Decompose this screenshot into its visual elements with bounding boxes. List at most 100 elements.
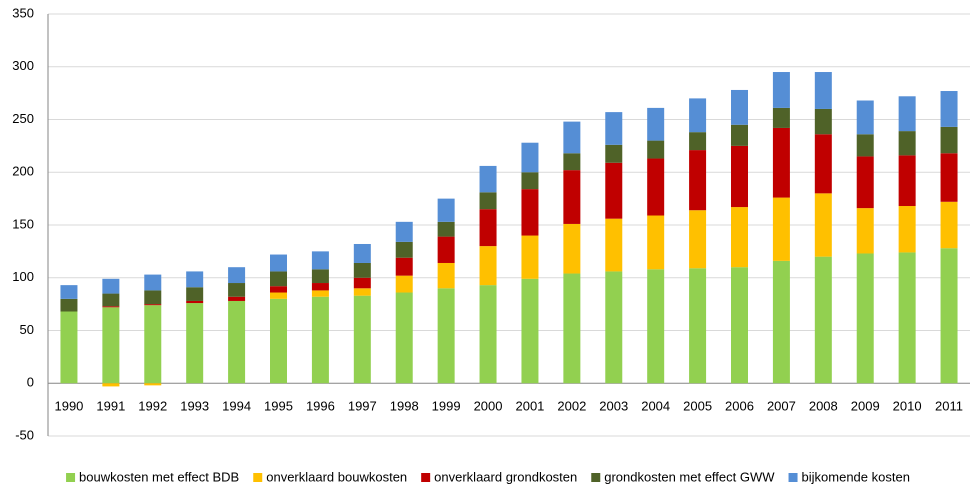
x-tick-label: 1995: [264, 399, 293, 414]
x-tick-label: 2005: [683, 399, 712, 414]
bar-segment: [311, 269, 329, 284]
bar-segment: [898, 252, 916, 384]
bar-segment: [898, 206, 916, 253]
bar-segment: [940, 201, 958, 249]
bar-segment: [479, 209, 497, 247]
x-tick-label: 2006: [725, 399, 754, 414]
y-tick-label: -50: [15, 427, 34, 442]
bar-segment: [521, 172, 539, 190]
x-tick-label: 1998: [390, 399, 419, 414]
bar-segment: [814, 256, 832, 384]
bar-segment: [186, 271, 204, 288]
bar-segment: [731, 267, 748, 384]
bar-segment: [437, 198, 455, 222]
x-tick-label: 2001: [515, 399, 544, 414]
bar-segment: [521, 142, 539, 173]
bar-segment: [731, 124, 748, 146]
bar-segment: [605, 144, 623, 163]
bar-segment: [940, 153, 958, 202]
bar-segment: [563, 223, 581, 274]
bar-segment: [689, 150, 707, 211]
bar-segment: [647, 158, 665, 216]
bar-segment: [731, 207, 748, 268]
bar-segment: [647, 215, 665, 270]
legend-swatch: [788, 473, 798, 482]
legend-label: bijkomende kosten: [802, 469, 910, 484]
x-tick-label: 2008: [809, 399, 838, 414]
bar-segment: [521, 278, 539, 384]
x-tick-label: 1990: [54, 399, 83, 414]
bar-segment: [689, 210, 707, 269]
bar-segment: [60, 298, 78, 312]
bar-segment: [521, 235, 539, 279]
bar-segment: [395, 221, 413, 242]
bar-segment: [144, 383, 162, 386]
y-tick-label: 150: [12, 216, 34, 231]
bar-segment: [772, 72, 790, 108]
legend-label: onverklaard grondkosten: [434, 469, 577, 484]
y-tick-label: 250: [12, 111, 34, 126]
bar-segment: [856, 100, 874, 135]
bar-segment: [186, 300, 204, 304]
legend-label: onverklaard bouwkosten: [266, 469, 407, 484]
bar-segment: [898, 155, 916, 207]
y-tick-label: 0: [27, 375, 34, 390]
bar-segment: [563, 170, 581, 224]
bar-segment: [605, 162, 623, 219]
bar-segment: [353, 277, 371, 289]
bar-segment: [395, 241, 413, 258]
bar-segment: [689, 132, 707, 151]
bar-segment: [144, 304, 162, 306]
bar-segment: [731, 145, 748, 208]
bar-segment: [353, 243, 371, 263]
legend-swatch: [66, 473, 76, 482]
bar-segment: [731, 89, 748, 125]
bar-segment: [479, 165, 497, 193]
bar-segment: [814, 108, 832, 135]
bar-segment: [898, 96, 916, 132]
bar-segment: [228, 300, 246, 384]
bar-segment: [186, 287, 204, 301]
bar-segment: [144, 305, 162, 384]
legend-swatch: [421, 473, 431, 482]
legend-swatch: [591, 473, 601, 482]
bar-segment: [689, 268, 707, 384]
bar-segment: [563, 121, 581, 154]
x-tick-label: 2011: [935, 399, 963, 414]
bar-segment: [270, 292, 287, 299]
bar-segment: [772, 260, 790, 384]
bar-segment: [437, 221, 455, 237]
y-tick-label: 350: [12, 5, 34, 20]
bar-segment: [647, 269, 665, 384]
bar-segment: [437, 288, 455, 384]
bar-segment: [814, 134, 832, 194]
bar-segment: [772, 127, 790, 198]
bar-segment: [521, 189, 539, 236]
bar-segment: [647, 107, 665, 141]
bar-segment: [940, 91, 958, 127]
bar-segment: [856, 134, 874, 157]
bar-segment: [395, 257, 413, 276]
y-tick-label: 50: [20, 322, 34, 337]
bar-segment: [898, 131, 916, 156]
bar-segment: [228, 267, 246, 284]
bar-segment: [144, 290, 162, 305]
bar-segment: [228, 296, 246, 301]
y-tick-label: 100: [12, 269, 34, 284]
x-tick-label: 1996: [306, 399, 335, 414]
bar-segment: [856, 253, 874, 384]
bar-segment: [605, 112, 623, 145]
legend-label: bouwkosten met effect BDB: [79, 469, 239, 484]
bar-segment: [479, 285, 497, 384]
bar-segment: [102, 383, 120, 387]
bar-segment: [102, 306, 120, 308]
legend-label: grondkosten met effect GWW: [604, 469, 775, 484]
x-tick-label: 2002: [557, 399, 586, 414]
x-tick-label: 2009: [851, 399, 880, 414]
bar-segment: [940, 126, 958, 154]
bar-segment: [856, 208, 874, 254]
bar-segment: [270, 286, 287, 293]
bar-segment: [144, 274, 162, 291]
x-tick-label: 2000: [474, 399, 503, 414]
bar-segment: [60, 285, 78, 299]
